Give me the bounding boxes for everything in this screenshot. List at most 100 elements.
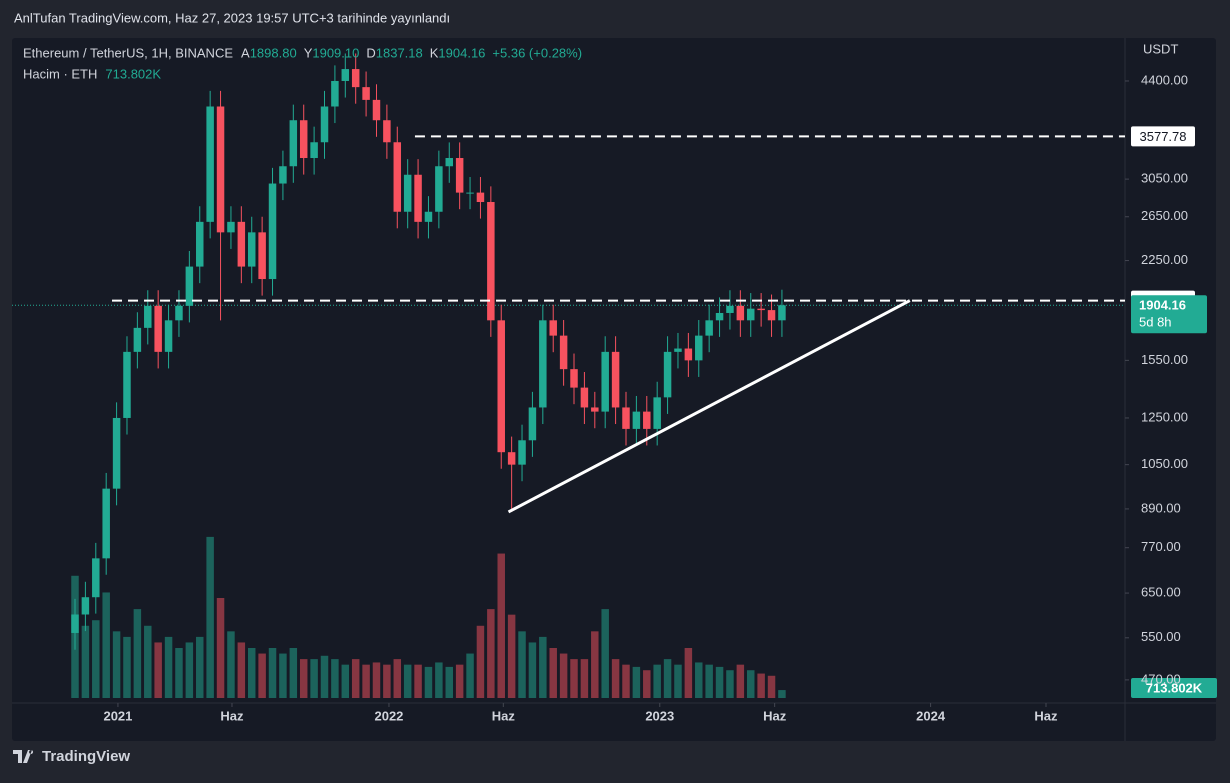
candle-body [92,558,100,598]
x-tick-label: Haz [220,708,244,723]
y-tick-label: 2250.00 [1141,252,1188,267]
volume-bar [258,653,266,698]
candle-body [112,417,121,489]
volume-bar [299,659,308,698]
candle-body [362,87,370,100]
volume-bar [372,662,381,698]
candle-body [653,397,661,429]
y-tick-label: 1250.00 [1141,409,1188,424]
candle-body [383,120,391,143]
candle-body [539,320,547,408]
candle-body [455,158,464,193]
candle-body [601,351,609,412]
volume-bar [154,642,162,698]
candle-body [299,120,308,159]
candle-body [351,69,360,88]
volume-bar [320,655,329,698]
candle-body [341,69,350,81]
candle-body [247,232,256,267]
y-tick-label: 2650.00 [1141,208,1188,223]
volume-bar [570,659,578,698]
level-label: 3577.78 [1140,129,1187,144]
volume-bar [663,659,672,698]
y-tick-label: 1050.00 [1141,456,1188,471]
volume-bar [424,666,433,698]
candle-body [684,348,693,361]
countdown: 5d 8h [1139,315,1172,330]
candle-body [331,80,339,107]
ohlc-value: 1909.10 [312,45,359,60]
candle-body [643,411,651,429]
volume-bar [466,653,474,698]
candle-body [403,174,412,212]
candle-body [757,308,765,311]
candle-body [591,407,599,412]
candle-body [663,351,672,398]
level-label-box [1131,126,1195,147]
volume-bar [393,659,402,698]
candle-body [632,411,641,429]
volume-bar [206,536,214,698]
last-price: 1904.16 [1139,298,1186,313]
x-tick-label: 2022 [374,708,403,723]
candle-body [487,202,495,321]
candle-body [715,312,724,321]
volume-bar [549,648,557,698]
y-tick-label: 650.00 [1141,585,1181,600]
ohlc-value: 1837.18 [376,45,423,60]
volume-bar [112,631,121,698]
volume-bar [185,642,194,698]
last-price-box [1131,295,1207,334]
candle-body [445,158,453,167]
x-tick-label: Haz [763,708,787,723]
candle-body [102,488,110,559]
candle-body [435,166,443,212]
x-tick-label: 2023 [645,708,674,723]
candle-body [393,142,402,212]
volume-bar [279,653,287,698]
volume-bar [455,664,464,698]
y-tick-label: 1550.00 [1141,352,1188,367]
candle-body [279,166,287,184]
volume-bar [643,670,651,698]
volume-bar [767,675,776,698]
footer-logo: TradingView [13,748,130,765]
candle-body [133,327,142,352]
volume-bar [123,636,131,698]
volume-bar [747,670,755,698]
candle-body [528,407,537,441]
volume-bar [653,664,661,698]
candle-body [549,320,557,336]
volume-bar [237,642,246,698]
volume-bar [133,609,142,698]
symbol: Ethereum / TetherUS, 1H, BINANCE [23,45,233,60]
volume-bar [622,664,630,698]
volume-bar [487,609,495,698]
volume-bar [144,625,152,698]
candle-body [144,305,152,328]
ohlc-letter: Y [304,45,313,60]
logo-mark [13,750,34,763]
x-tick-label: 2024 [916,708,946,723]
volume-bar [518,631,526,698]
publisher: AnlTufan TradingView.com, Haz 27, 2023 1… [14,10,450,25]
volume-bar [362,664,370,698]
candle-body [258,232,266,280]
candle-body [71,614,79,633]
volume-bar [497,553,505,698]
volume-bar [414,664,422,698]
volume-bar [726,670,734,698]
candle-body [622,407,630,429]
y-tick-label: 4400.00 [1141,72,1188,87]
volume-bar [559,653,568,698]
volume-bar [216,598,225,698]
candle-body [414,174,422,222]
volume-bar [310,659,318,698]
candle-body [570,369,578,388]
volume-bar [445,666,453,698]
candle-body [466,192,474,194]
y-tick-label: 550.00 [1141,629,1181,644]
volume-bar [736,664,745,698]
candle-body [747,308,755,321]
